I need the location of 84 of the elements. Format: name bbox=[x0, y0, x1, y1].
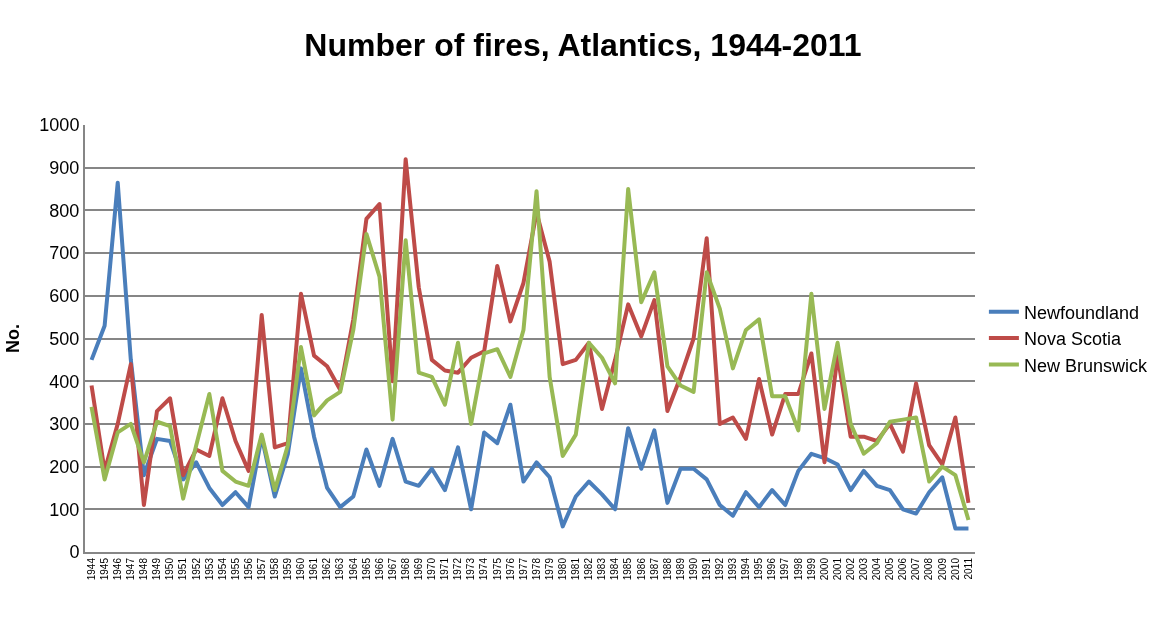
x-tick-label: 1996 bbox=[766, 557, 778, 581]
x-tick-label: 1944 bbox=[85, 557, 97, 581]
x-tick-label: 1967 bbox=[386, 557, 398, 581]
x-tick-label: 1973 bbox=[465, 557, 477, 581]
x-tick-label: 1984 bbox=[609, 557, 621, 581]
x-tick-label: 1958 bbox=[269, 557, 281, 581]
x-tick-label: 2005 bbox=[884, 557, 896, 581]
chart-title: Number of fires, Atlantics, 1944-2011 bbox=[304, 27, 862, 64]
x-tick-label: 1986 bbox=[635, 557, 647, 581]
y-tick-label: 200 bbox=[49, 456, 80, 477]
y-tick-label: 900 bbox=[49, 158, 80, 178]
x-tick-label: 1998 bbox=[792, 557, 804, 581]
x-tick-label: 2003 bbox=[858, 557, 869, 581]
x-tick-label: 2004 bbox=[871, 557, 883, 581]
x-tick-label: 1975 bbox=[491, 557, 503, 581]
x-tick-label: 1965 bbox=[360, 557, 372, 581]
y-axis-title: No. bbox=[3, 324, 24, 353]
x-tick-label: 1982 bbox=[583, 557, 595, 581]
y-tick-label: 700 bbox=[49, 243, 80, 264]
x-tick-label: 1997 bbox=[779, 557, 791, 581]
x-tick-label: 1961 bbox=[308, 557, 320, 581]
x-tick-label: 1953 bbox=[203, 557, 215, 581]
x-tick-label: 1980 bbox=[556, 557, 568, 581]
x-tick-label: 1952 bbox=[190, 557, 202, 581]
x-tick-label: 1987 bbox=[648, 557, 660, 581]
x-tick-label: 1974 bbox=[478, 557, 490, 581]
y-tick-label: 400 bbox=[49, 371, 80, 392]
x-tick-label: 1989 bbox=[674, 557, 686, 581]
x-tick-label: 1981 bbox=[570, 557, 582, 581]
x-tick-label: 1970 bbox=[426, 557, 438, 581]
y-tick-label: 800 bbox=[49, 200, 80, 221]
x-tick-label: 1978 bbox=[530, 557, 542, 581]
x-tick-label: 2007 bbox=[910, 557, 922, 581]
x-tick-label: 1949 bbox=[151, 557, 163, 581]
x-tick-label: 2002 bbox=[844, 557, 856, 581]
x-tick-label: 2010 bbox=[949, 557, 961, 581]
x-tick-label: 1969 bbox=[413, 557, 424, 581]
y-tick-label: 500 bbox=[49, 328, 80, 349]
x-tick-label: 1994 bbox=[740, 557, 752, 581]
x-tick-label: 1960 bbox=[295, 557, 307, 581]
x-tick-label: 2006 bbox=[897, 557, 909, 581]
x-tick-label: 1971 bbox=[439, 557, 451, 581]
x-tick-label: 1956 bbox=[242, 557, 254, 581]
legend-label: Newfoundland bbox=[1023, 302, 1139, 323]
x-tick-label: 1951 bbox=[177, 557, 189, 581]
x-tick-label: 1999 bbox=[805, 557, 817, 581]
x-tick-label: 1995 bbox=[753, 557, 765, 581]
x-tick-label: 1945 bbox=[98, 557, 110, 581]
y-tick-label: 300 bbox=[49, 414, 80, 435]
legend-label: Nova Scotia bbox=[1023, 329, 1122, 350]
x-tick-label: 2011 bbox=[962, 557, 974, 580]
x-tick-label: 1959 bbox=[282, 557, 294, 581]
y-tick-label: 0 bbox=[69, 542, 80, 563]
x-tick-label: 1988 bbox=[661, 557, 673, 581]
x-tick-label: 1990 bbox=[687, 557, 699, 581]
x-tick-label: 1954 bbox=[216, 557, 228, 581]
x-tick-label: 1983 bbox=[596, 557, 608, 581]
x-tick-label: 1948 bbox=[138, 557, 150, 581]
x-tick-label: 1947 bbox=[125, 557, 137, 581]
x-tick-label: 1946 bbox=[111, 557, 123, 581]
x-tick-label: 2001 bbox=[831, 557, 843, 581]
x-tick-label: 1979 bbox=[543, 557, 555, 581]
x-tick-label: 1964 bbox=[347, 557, 359, 581]
x-tick-label: 1992 bbox=[714, 557, 726, 581]
x-tick-label: 1977 bbox=[517, 557, 529, 581]
x-tick-label: 1976 bbox=[504, 557, 516, 581]
y-tick-label: 1000 bbox=[39, 115, 80, 136]
y-tick-label: 600 bbox=[49, 286, 80, 307]
x-tick-label: 1993 bbox=[727, 557, 739, 581]
x-tick-label: 1950 bbox=[164, 557, 176, 581]
x-tick-label: 2009 bbox=[936, 557, 948, 581]
x-tick-label: 1972 bbox=[452, 557, 464, 581]
x-tick-label: 1963 bbox=[334, 557, 346, 581]
x-tick-label: 1962 bbox=[321, 557, 333, 581]
y-tick-label: 100 bbox=[49, 499, 80, 520]
legend-label: New Brunswick bbox=[1023, 355, 1148, 376]
x-tick-label: 1968 bbox=[399, 557, 411, 581]
x-tick-label: 1955 bbox=[229, 557, 241, 581]
x-tick-label: 1966 bbox=[373, 557, 385, 581]
x-tick-label: 1991 bbox=[700, 557, 712, 581]
x-tick-label: 1957 bbox=[255, 557, 267, 581]
x-tick-label: 1985 bbox=[622, 557, 634, 581]
x-tick-label: 2000 bbox=[818, 557, 830, 581]
x-tick-label: 2008 bbox=[923, 557, 935, 581]
